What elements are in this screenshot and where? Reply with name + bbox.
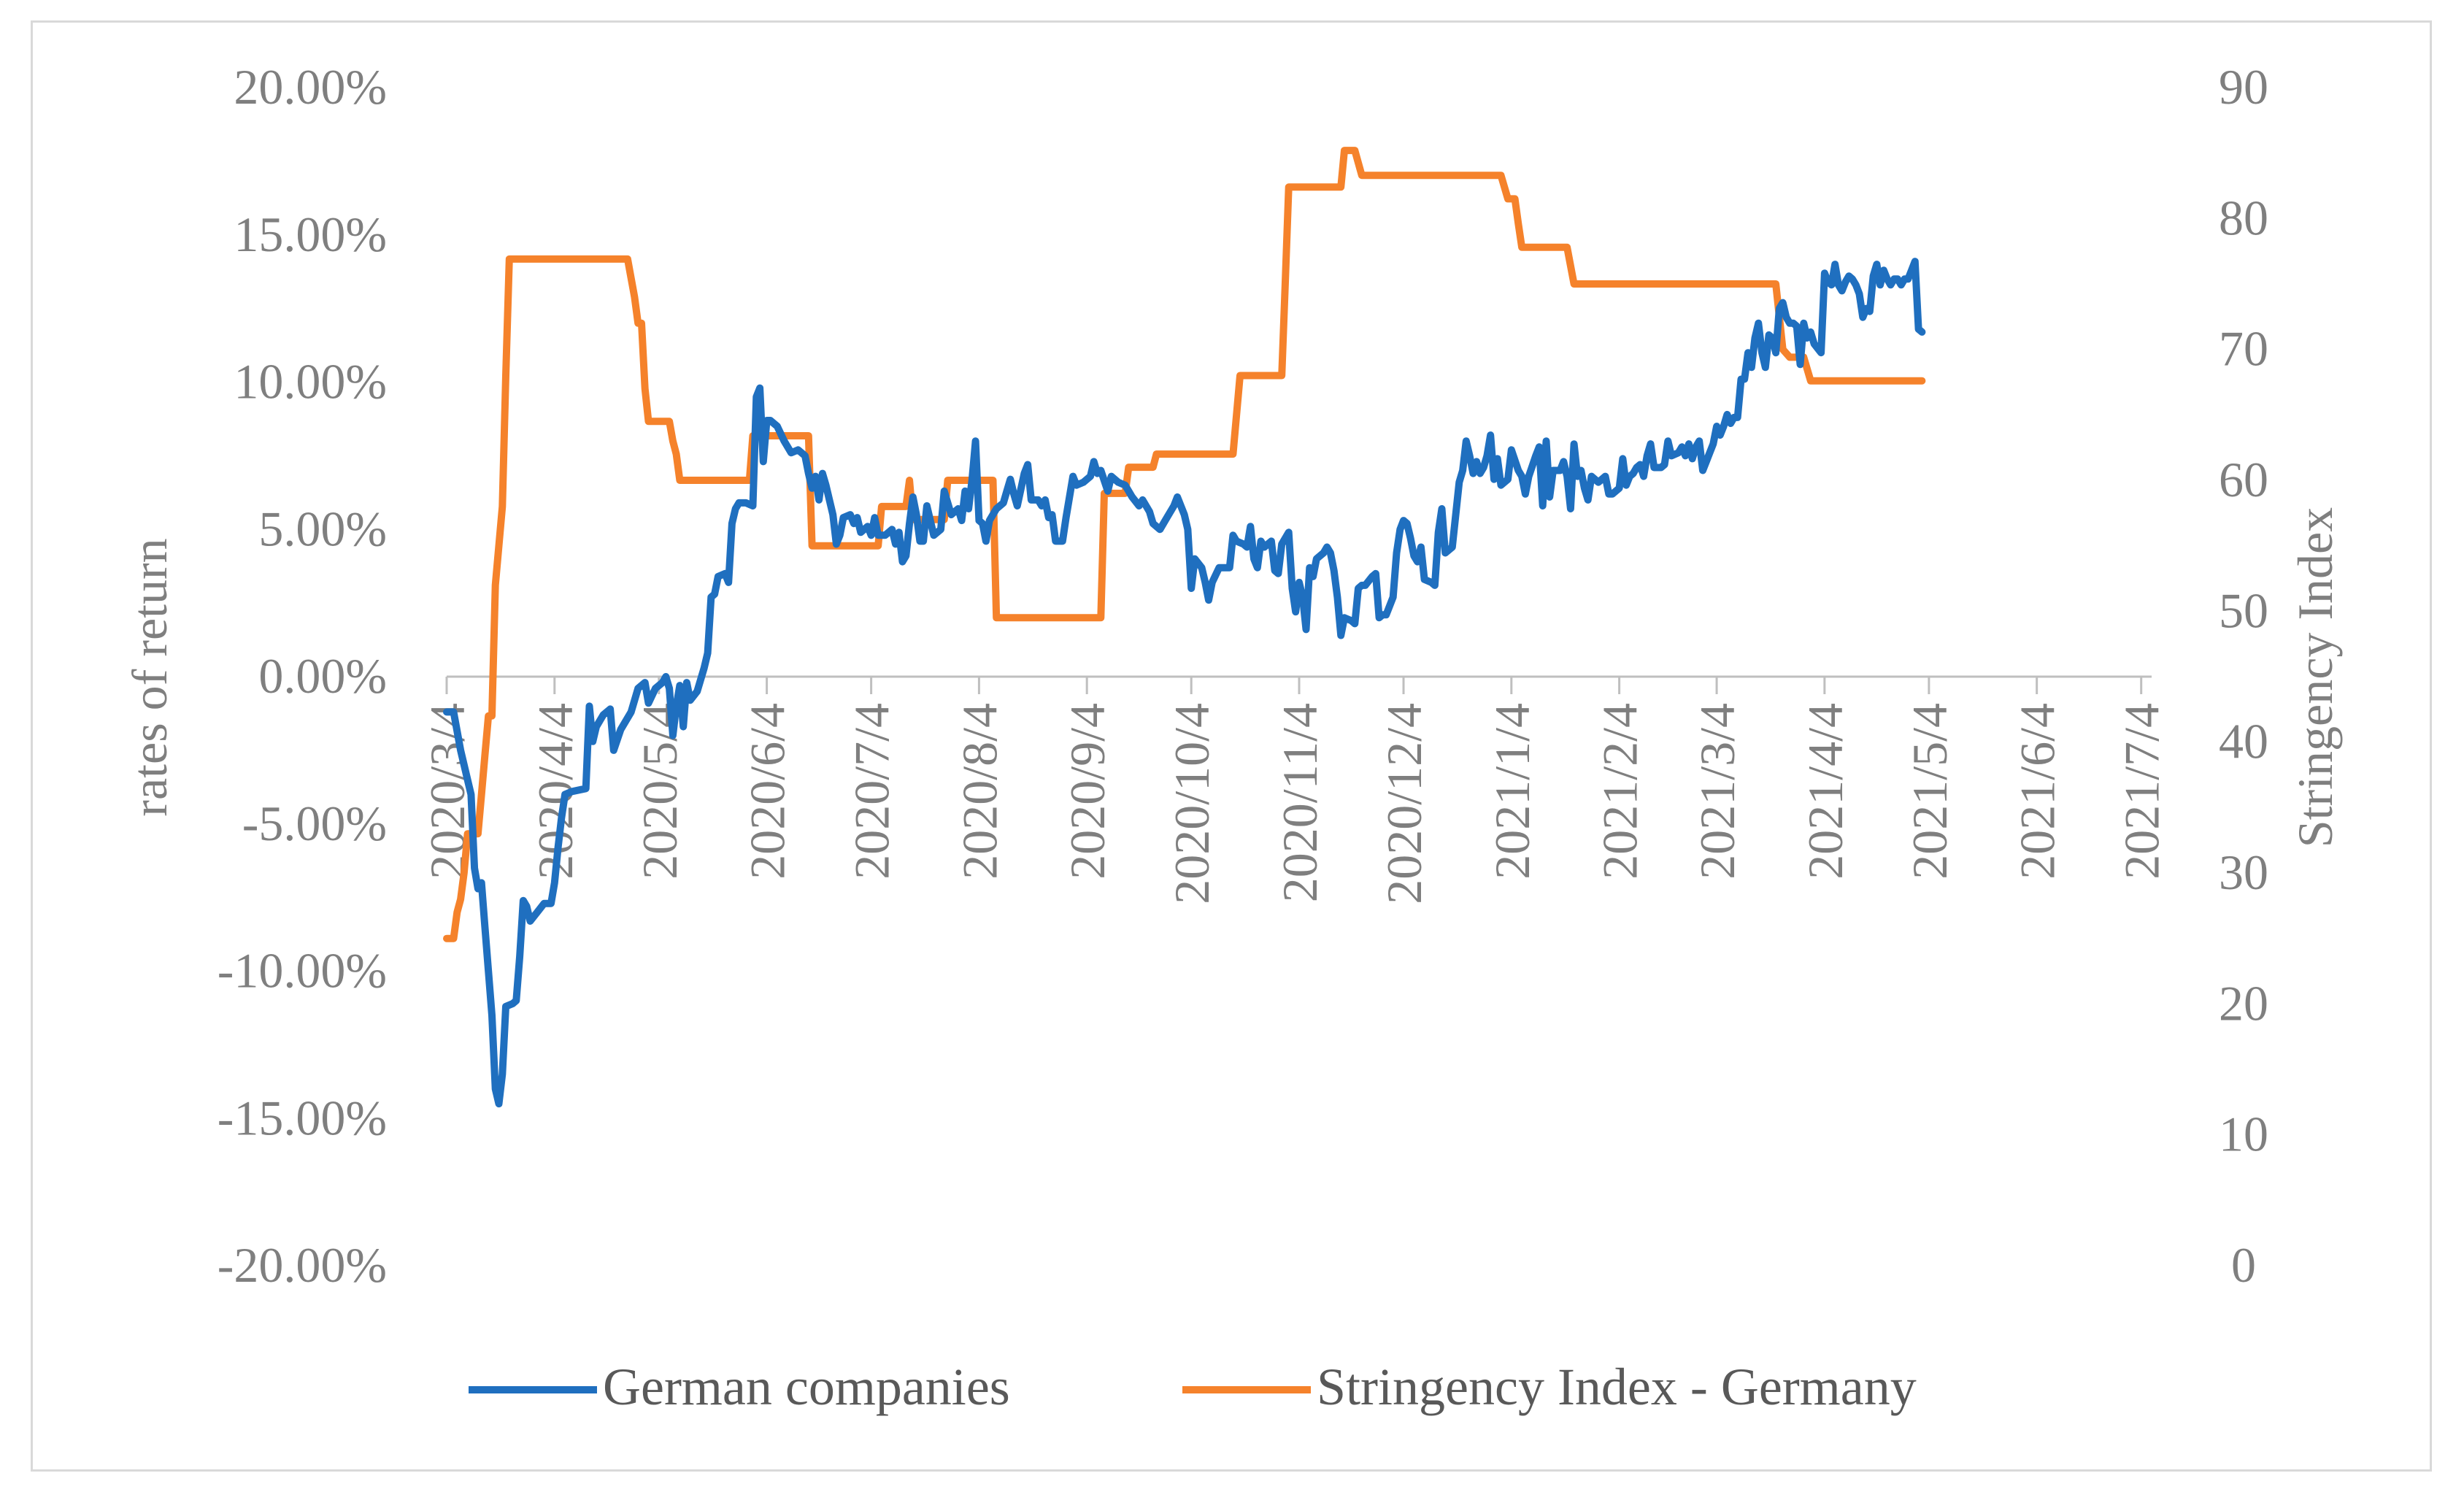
x-tick-label: 2021/6/4 [2010, 703, 2065, 880]
y2-tick-label: 30 [2219, 845, 2268, 900]
x-tick-label: 2021/2/4 [1593, 703, 1648, 880]
x-tick-label: 2020/10/4 [1164, 703, 1220, 904]
y2-axis-title: Stringency Index [2287, 507, 2343, 847]
y2-tick-label: 10 [2219, 1107, 2268, 1162]
y-axis-title: rates of return [122, 538, 177, 816]
x-tick-label: 2020/5/4 [632, 703, 688, 880]
y-tick-label: 20.00% [234, 59, 387, 115]
x-tick-label: 2021/4/4 [1798, 703, 1853, 880]
x-tick-label: 2020/12/4 [1377, 703, 1432, 904]
x-tick-label: 2020/9/4 [1060, 703, 1115, 880]
legend: German companies Stringency Index - Germ… [469, 1358, 1917, 1416]
y-tick-label: 10.00% [234, 354, 387, 409]
y2-tick-label: 40 [2219, 714, 2268, 769]
y2-tick-label: 80 [2219, 190, 2268, 245]
right-axis-ticks: 90 80 70 60 50 40 30 20 10 0 [2219, 59, 2268, 1293]
y2-tick-label: 60 [2219, 452, 2268, 507]
y-tick-label: -10.00% [217, 943, 387, 999]
x-tick-label: 2021/7/4 [2114, 703, 2170, 880]
x-tick-label: 2020/8/4 [952, 703, 1007, 880]
y2-tick-label: 20 [2219, 975, 2268, 1031]
y-tick-label: 15.00% [234, 207, 387, 262]
x-tick-label: 2020/11/4 [1272, 703, 1328, 902]
legend-label-stringency-index: Stringency Index - Germany [1317, 1358, 1917, 1416]
y2-tick-label: 70 [2219, 321, 2268, 377]
legend-label-german-companies: German companies [603, 1358, 1010, 1416]
chart-frame [31, 20, 2432, 1472]
x-tick-label: 2021/5/4 [1902, 703, 1957, 880]
x-axis: 2020/3/4 2020/4/4 2020/5/4 2020/6/4 2020/7/4… [420, 675, 2170, 904]
y-tick-label: -5.00% [242, 796, 387, 851]
series-layer [443, 147, 1926, 1108]
series-line-german-companies [443, 258, 1926, 1108]
y-tick-label: -15.00% [217, 1090, 387, 1145]
y-tick-label: 0.00% [258, 648, 387, 704]
y2-tick-label: 90 [2219, 59, 2268, 115]
y2-tick-label: 50 [2219, 582, 2268, 638]
x-tick-label: 2021/3/4 [1690, 703, 1745, 880]
series-line-stringency-index-germany [443, 147, 1926, 942]
x-tick-label: 2020/6/4 [740, 703, 796, 880]
x-tick-label: 2021/1/4 [1485, 703, 1540, 880]
x-tick-label: 2020/7/4 [844, 703, 900, 880]
y-tick-label: 5.00% [258, 501, 387, 556]
y-tick-label: -20.00% [217, 1237, 387, 1293]
left-axis-ticks: 20.00% 15.00% 10.00% 5.00% 0.00% -5.00% -10.00… [217, 59, 387, 1293]
y2-tick-label: 0 [2231, 1237, 2256, 1293]
